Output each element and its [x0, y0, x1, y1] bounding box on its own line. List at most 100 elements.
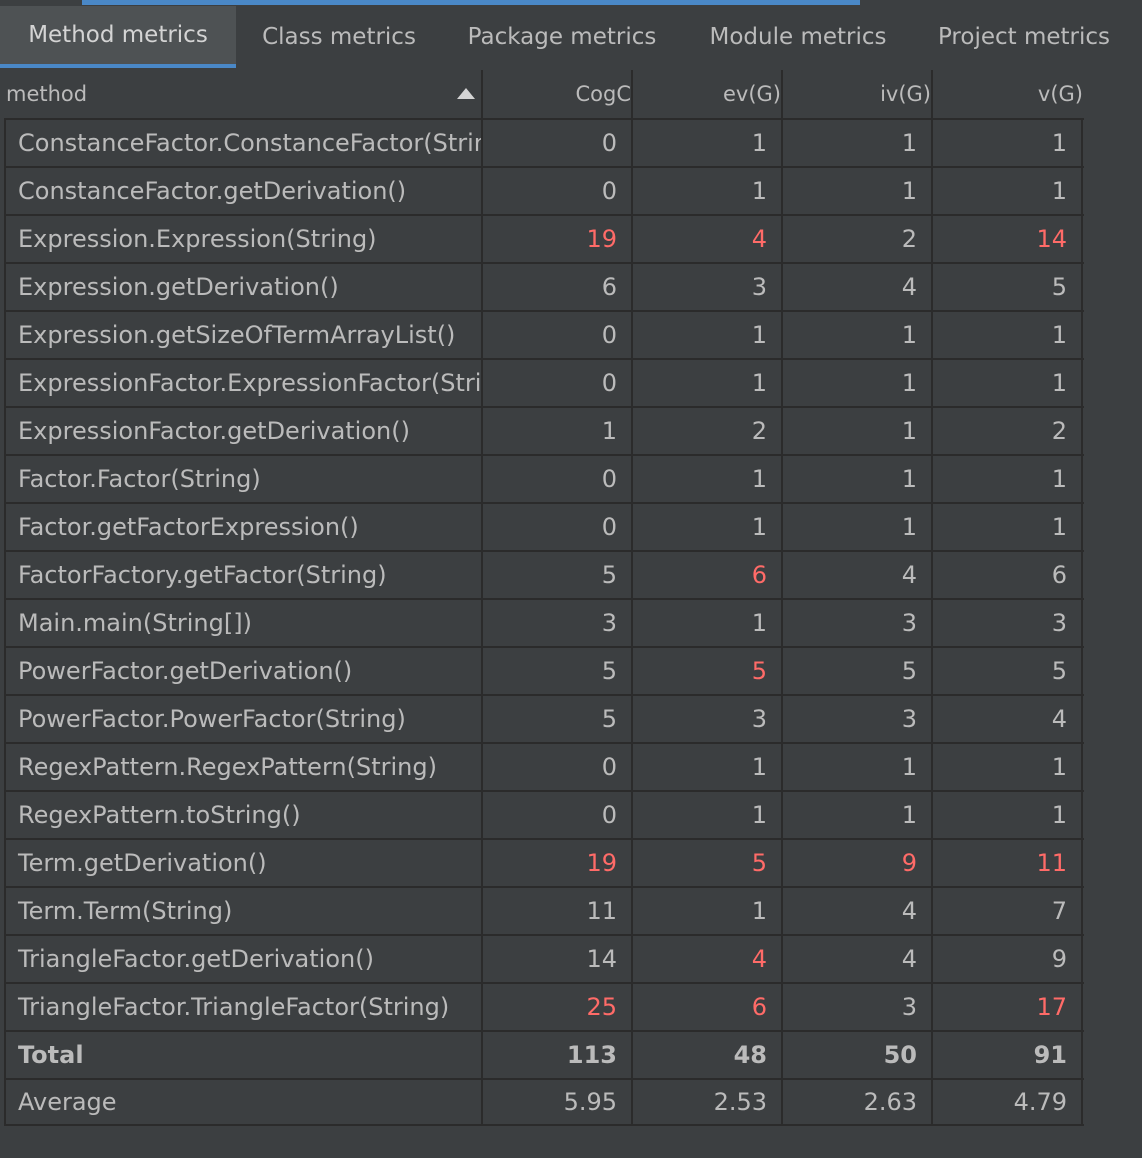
table-row[interactable]: Factor.Factor(String) 0 1 1 1 [4, 454, 1084, 502]
table-row[interactable]: TriangleFactor.TriangleFactor(String) 25 6… [4, 982, 1084, 1030]
tab-package-metrics[interactable]: Package metrics [467, 24, 657, 50]
evg-cell: 1 [633, 504, 783, 550]
cogc-cell: 0 [483, 456, 633, 502]
evg-cell: 3 [633, 696, 783, 742]
vg-cell: 1 [933, 456, 1083, 502]
method-name-cell: PowerFactor.getDerivation() [4, 648, 483, 694]
tab-module-metrics[interactable]: Module metrics [709, 24, 887, 50]
vg-cell: 7 [933, 888, 1083, 934]
cogc-cell: 0 [483, 504, 633, 550]
ivg-cell: 3 [783, 600, 933, 646]
method-name-cell: ExpressionFactor.getDerivation() [4, 408, 483, 454]
ivg-cell: 50 [783, 1032, 933, 1078]
ivg-cell: 3 [783, 696, 933, 742]
table-row[interactable]: Term.getDerivation() 19 5 9 11 [4, 838, 1084, 886]
table-row[interactable]: FactorFactory.getFactor(String) 5 6 4 6 [4, 550, 1084, 598]
column-header-ivg[interactable]: iv(G) [783, 70, 933, 118]
ivg-cell: 4 [783, 888, 933, 934]
table-row[interactable]: PowerFactor.PowerFactor(String) 5 3 3 4 [4, 694, 1084, 742]
method-name-cell: Expression.getDerivation() [4, 264, 483, 310]
method-name-cell: Factor.Factor(String) [4, 456, 483, 502]
vg-cell: 4.79 [933, 1080, 1083, 1124]
ivg-cell: 1 [783, 312, 933, 358]
tab-class-metrics[interactable]: Class metrics [262, 24, 416, 50]
vg-cell: 4 [933, 696, 1083, 742]
ivg-cell: 2.63 [783, 1080, 933, 1124]
vg-cell: 17 [933, 984, 1083, 1030]
method-name-cell: RegexPattern.toString() [4, 792, 483, 838]
cogc-cell: 25 [483, 984, 633, 1030]
tab-project-metrics[interactable]: Project metrics [937, 24, 1111, 50]
method-metrics-table: method CogC ev(G) iv(G) v(G) ConstanceFa… [4, 70, 1112, 1126]
evg-cell: 1 [633, 312, 783, 358]
table-row[interactable]: PowerFactor.getDerivation() 5 5 5 5 [4, 646, 1084, 694]
method-name-cell: ExpressionFactor.ExpressionFactor(String… [4, 360, 483, 406]
vg-cell: 1 [933, 360, 1083, 406]
column-header-cogc[interactable]: CogC [483, 70, 633, 118]
evg-cell: 48 [633, 1032, 783, 1078]
method-name-cell: FactorFactory.getFactor(String) [4, 552, 483, 598]
cogc-cell: 11 [483, 888, 633, 934]
ivg-cell: 1 [783, 504, 933, 550]
cogc-cell: 19 [483, 216, 633, 262]
cogc-cell: 5 [483, 648, 633, 694]
vg-cell: 5 [933, 264, 1083, 310]
evg-cell: 3 [633, 264, 783, 310]
method-name-cell: Term.Term(String) [4, 888, 483, 934]
vg-cell: 1 [933, 744, 1083, 790]
vg-cell: 3 [933, 600, 1083, 646]
ivg-cell: 1 [783, 792, 933, 838]
table-header: method CogC ev(G) iv(G) v(G) [4, 70, 1112, 118]
evg-cell: 4 [633, 216, 783, 262]
evg-cell: 2.53 [633, 1080, 783, 1124]
cogc-cell: 19 [483, 840, 633, 886]
evg-cell: 5 [633, 840, 783, 886]
method-name-cell: TriangleFactor.TriangleFactor(String) [4, 984, 483, 1030]
column-header-label: v(G) [1037, 82, 1083, 106]
vg-cell: 2 [933, 408, 1083, 454]
method-name-cell: Total [4, 1032, 483, 1078]
ivg-cell: 4 [783, 552, 933, 598]
vg-cell: 1 [933, 312, 1083, 358]
cogc-cell: 5 [483, 696, 633, 742]
table-row[interactable]: Term.Term(String) 11 1 4 7 [4, 886, 1084, 934]
table-row[interactable]: TriangleFactor.getDerivation() 14 4 4 9 [4, 934, 1084, 982]
column-header-vg[interactable]: v(G) [933, 70, 1111, 118]
method-name-cell: Expression.Expression(String) [4, 216, 483, 262]
vg-cell: 1 [933, 168, 1083, 214]
cogc-cell: 6 [483, 264, 633, 310]
table-row[interactable]: RegexPattern.toString() 0 1 1 1 [4, 790, 1084, 838]
table-row[interactable]: ExpressionFactor.getDerivation() 1 2 1 2 [4, 406, 1084, 454]
table-row[interactable]: ConstanceFactor.ConstanceFactor(String) 0… [4, 118, 1084, 166]
vg-cell: 14 [933, 216, 1083, 262]
column-header-evg[interactable]: ev(G) [633, 70, 783, 118]
total-row[interactable]: Total 113 48 50 91 [4, 1030, 1084, 1078]
table-row[interactable]: Expression.getSizeOfTermArrayList() 0 1 1 1 [4, 310, 1084, 358]
vg-cell: 5 [933, 648, 1083, 694]
table-row[interactable]: Factor.getFactorExpression() 0 1 1 1 [4, 502, 1084, 550]
ivg-cell: 2 [783, 216, 933, 262]
table-row[interactable]: Main.main(String[]) 3 1 3 3 [4, 598, 1084, 646]
evg-cell: 1 [633, 360, 783, 406]
ivg-cell: 1 [783, 360, 933, 406]
average-row[interactable]: Average 5.95 2.53 2.63 4.79 [4, 1078, 1084, 1126]
method-name-cell: Expression.getSizeOfTermArrayList() [4, 312, 483, 358]
active-tab-indicator [82, 0, 860, 5]
evg-cell: 4 [633, 936, 783, 982]
evg-cell: 1 [633, 120, 783, 166]
method-name-cell: Factor.getFactorExpression() [4, 504, 483, 550]
column-header-method[interactable]: method [4, 70, 483, 118]
method-name-cell: PowerFactor.PowerFactor(String) [4, 696, 483, 742]
evg-cell: 6 [633, 552, 783, 598]
ivg-cell: 3 [783, 984, 933, 1030]
ivg-cell: 9 [783, 840, 933, 886]
method-name-cell: TriangleFactor.getDerivation() [4, 936, 483, 982]
sort-ascending-icon [457, 88, 475, 99]
table-row[interactable]: RegexPattern.RegexPattern(String) 0 1 1 1 [4, 742, 1084, 790]
table-row[interactable]: Expression.Expression(String) 19 4 2 14 [4, 214, 1084, 262]
tab-method-metrics[interactable]: Method metrics [0, 6, 236, 68]
vg-cell: 1 [933, 120, 1083, 166]
table-row[interactable]: Expression.getDerivation() 6 3 4 5 [4, 262, 1084, 310]
table-row[interactable]: ExpressionFactor.ExpressionFactor(String… [4, 358, 1084, 406]
table-row[interactable]: ConstanceFactor.getDerivation() 0 1 1 1 [4, 166, 1084, 214]
